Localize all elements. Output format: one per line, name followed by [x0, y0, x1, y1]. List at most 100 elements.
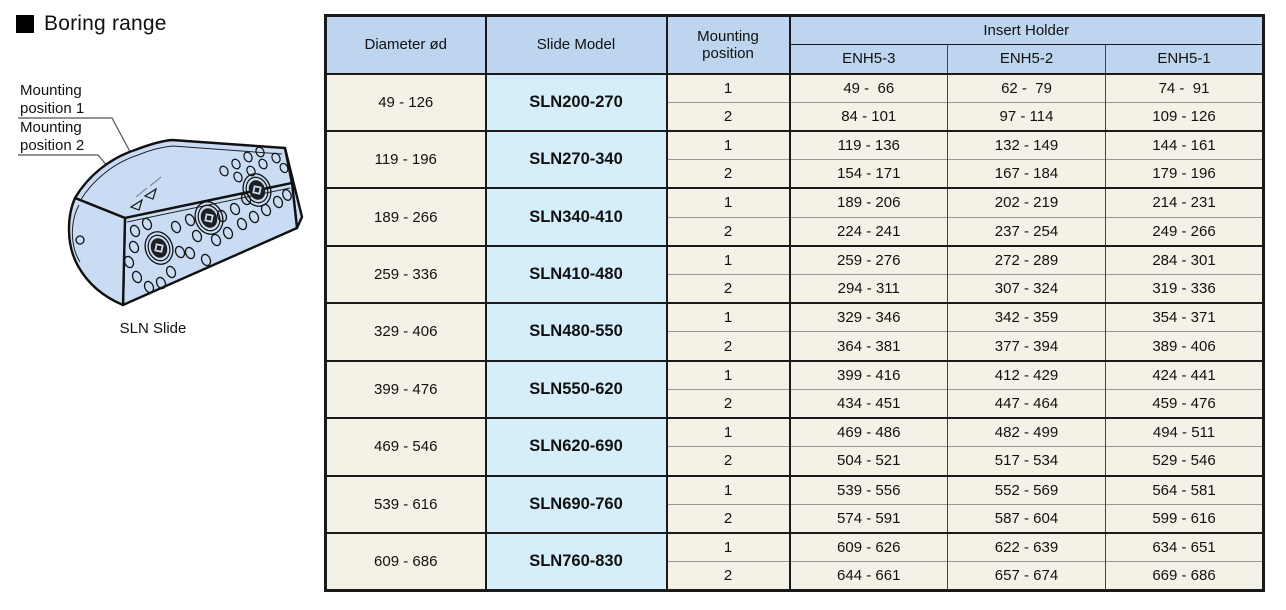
illustration-caption: SLN Slide — [119, 320, 187, 337]
range-cell-enh5-3: 329 - 346 — [789, 302, 948, 332]
table-row: 2 434 - 451 447 - 464 459 - 476 — [326, 388, 1264, 419]
range-cell-enh5-2: 307 - 324 — [947, 274, 1106, 304]
table-row: 2 504 - 521 517 - 534 529 - 546 — [326, 446, 1264, 476]
header-insert-holder: Insert Holder — [789, 15, 1264, 45]
mounting-position-cell: 1 — [666, 532, 791, 562]
diameter-cell: 539 - 616 — [325, 474, 487, 533]
mounting-position-cell: 1 — [666, 72, 791, 103]
range-cell-enh5-1: 529 - 546 — [1105, 446, 1264, 476]
range-cell-enh5-1: 494 - 511 — [1105, 417, 1264, 447]
table-row: 399 - 476 SLN550-620 1 399 - 416 412 - 429 42… — [325, 359, 1264, 419]
range-cell-enh5-3: 224 - 241 — [789, 216, 948, 246]
range-cell-enh5-1: 424 - 441 — [1105, 359, 1264, 390]
range-cell-enh5-3: 294 - 311 — [789, 274, 948, 304]
table-row: 2 364 - 381 377 - 394 389 - 406 — [326, 331, 1264, 361]
mounting-position-cell: 2 — [666, 446, 791, 476]
table-row: 189 - 266 SLN340-410 1 189 - 206 202 - 219 21… — [325, 187, 1264, 246]
range-cell-enh5-1: 109 - 126 — [1105, 101, 1264, 131]
range-cell-enh5-1: 319 - 336 — [1105, 274, 1264, 304]
small-holes-front — [123, 189, 292, 294]
mounting-position-cell: 2 — [666, 216, 791, 246]
mounting-position-cell: 1 — [666, 474, 791, 505]
diameter-cell: 609 - 686 — [325, 532, 487, 591]
range-cell-enh5-3: 609 - 626 — [789, 532, 948, 562]
slide-model-cell: SLN620-690 — [485, 417, 668, 476]
table-row: 119 - 196 SLN270-340 1 119 - 136 132 - 149 14… — [325, 129, 1264, 189]
table-row: 49 - 126 SLN200-270 1 49 - 66 62 - 79 74 - 91 — [325, 72, 1264, 131]
table-row: 2 84 - 101 97 - 114 109 - 126 — [326, 101, 1264, 131]
range-cell-enh5-2: 202 - 219 — [947, 187, 1106, 218]
mounting-position-cell: 2 — [666, 561, 791, 591]
range-cell-enh5-3: 364 - 381 — [789, 331, 948, 361]
diameter-cell: 119 - 196 — [325, 129, 487, 189]
mounting-position-cell: 2 — [666, 503, 791, 533]
diameter-cell: 399 - 476 — [325, 359, 487, 419]
table-row: 469 - 546 SLN620-690 1 469 - 486 482 - 499 49… — [325, 417, 1264, 476]
range-cell-enh5-1: 354 - 371 — [1105, 302, 1264, 332]
range-cell-enh5-3: 84 - 101 — [789, 101, 948, 131]
diameter-cell: 49 - 126 — [325, 72, 487, 131]
table-row: 2 644 - 661 657 - 674 669 - 686 — [326, 561, 1264, 591]
section-bullet-square-icon — [16, 15, 34, 33]
header-mounting-position: Mounting position — [666, 15, 791, 75]
header-enh5-3: ENH5-3 — [789, 44, 948, 75]
slide-model-cell: SLN690-760 — [485, 474, 668, 533]
mounting-position-cell: 1 — [666, 129, 791, 160]
range-cell-enh5-1: 389 - 406 — [1105, 331, 1264, 361]
range-cell-enh5-2: 517 - 534 — [947, 446, 1106, 476]
range-cell-enh5-2: 167 - 184 — [947, 159, 1106, 189]
range-cell-enh5-1: 669 - 686 — [1105, 561, 1264, 591]
range-cell-enh5-3: 644 - 661 — [789, 561, 948, 591]
table-row: 329 - 406 SLN480-550 1 329 - 346 342 - 359 35… — [325, 302, 1264, 361]
diameter-cell: 329 - 406 — [325, 302, 487, 361]
range-cell-enh5-2: 412 - 429 — [947, 359, 1106, 390]
diameter-cell: 259 - 336 — [325, 244, 487, 304]
header-enh5-2: ENH5-2 — [947, 44, 1106, 75]
range-cell-enh5-3: 469 - 486 — [789, 417, 948, 447]
slide-model-cell: SLN760-830 — [485, 532, 668, 591]
page-title: Boring range — [44, 12, 167, 35]
range-cell-enh5-1: 459 - 476 — [1105, 388, 1264, 419]
mounting-position-cell: 2 — [666, 159, 791, 189]
mounting-position-cell: 2 — [666, 388, 791, 419]
table-body: 49 - 126 SLN200-270 1 49 - 66 62 - 79 74 - 91… — [325, 72, 1264, 591]
table-row: 259 - 336 SLN410-480 1 259 - 276 272 - 289 28… — [325, 244, 1264, 304]
slide-model-cell: SLN550-620 — [485, 359, 668, 419]
table-row: 2 224 - 241 237 - 254 249 - 266 — [326, 216, 1264, 246]
range-cell-enh5-2: 342 - 359 — [947, 302, 1106, 332]
table-row: 2 154 - 171 167 - 184 179 - 196 — [326, 159, 1264, 189]
sln-slide-illustration — [18, 117, 304, 307]
slide-model-cell: SLN270-340 — [485, 129, 668, 189]
mounting-position-cell: 2 — [666, 101, 791, 131]
range-cell-enh5-2: 552 - 569 — [947, 474, 1106, 505]
range-cell-enh5-3: 49 - 66 — [789, 72, 948, 103]
table-header: Diameter ød Slide Model Mounting positio… — [325, 15, 1264, 75]
range-cell-enh5-3: 154 - 171 — [789, 159, 948, 189]
mounting-position-cell: 1 — [666, 187, 791, 218]
slide-model-cell: SLN480-550 — [485, 302, 668, 361]
socket-holes — [144, 173, 272, 265]
mounting-position-cell: 1 — [666, 244, 791, 275]
range-cell-enh5-1: 599 - 616 — [1105, 503, 1264, 533]
slide-model-cell: SLN340-410 — [485, 187, 668, 246]
range-cell-enh5-2: 272 - 289 — [947, 244, 1106, 275]
range-cell-enh5-3: 539 - 556 — [789, 474, 948, 505]
mounting-position-cell: 2 — [666, 274, 791, 304]
range-cell-enh5-3: 574 - 591 — [789, 503, 948, 533]
range-cell-enh5-2: 657 - 674 — [947, 561, 1106, 591]
range-cell-enh5-1: 214 - 231 — [1105, 187, 1264, 218]
mounting-position-cell: 2 — [666, 331, 791, 361]
header-enh5-1: ENH5-1 — [1105, 44, 1264, 75]
mounting-position-cell: 1 — [666, 359, 791, 390]
range-cell-enh5-3: 504 - 521 — [789, 446, 948, 476]
table-row: 609 - 686 SLN760-830 1 609 - 626 622 - 639 63… — [325, 532, 1264, 591]
section-title: Boring range — [16, 12, 167, 36]
range-cell-enh5-1: 179 - 196 — [1105, 159, 1264, 189]
header-diameter: Diameter ød — [325, 15, 487, 75]
range-cell-enh5-1: 249 - 266 — [1105, 216, 1264, 246]
table-row: 2 294 - 311 307 - 324 319 - 336 — [326, 274, 1264, 304]
range-cell-enh5-2: 447 - 464 — [947, 388, 1106, 419]
range-cell-enh5-2: 377 - 394 — [947, 331, 1106, 361]
mounting-position-cell: 1 — [666, 302, 791, 332]
diameter-cell: 189 - 266 — [325, 187, 487, 246]
